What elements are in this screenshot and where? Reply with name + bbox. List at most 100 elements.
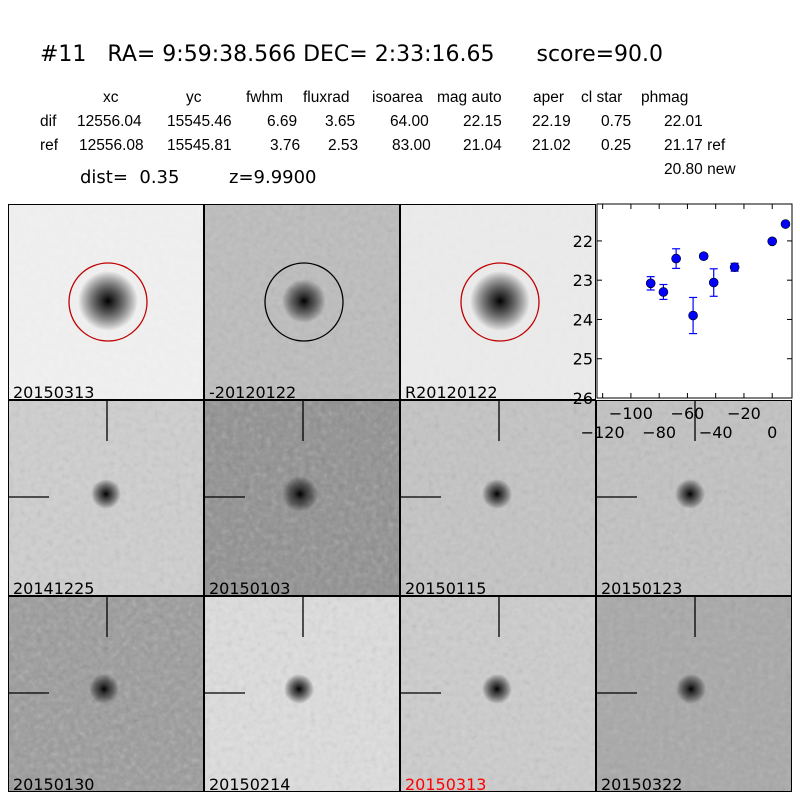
dec: DEC= 2:33:16.65 <box>303 42 495 67</box>
cutout-panel: 20150313 <box>400 596 596 792</box>
cutout-date-label: 20150313 <box>13 383 95 400</box>
cell-phmag: 22.01 <box>664 113 703 130</box>
cell-cl-star: 0.25 <box>601 137 632 154</box>
header-fwhm: fwhm <box>246 89 284 106</box>
source-blob <box>676 674 706 704</box>
candidate-id: #11 <box>40 42 87 67</box>
source-blob <box>89 674 119 704</box>
header-aper: aper <box>533 89 565 106</box>
cutout-panel: 20150130 <box>8 596 204 792</box>
cell-mag-auto: 22.15 <box>463 113 502 130</box>
cutout-image <box>9 597 203 791</box>
cutout-panel: 20150123 <box>596 400 792 596</box>
cutout-panel: R20120122 <box>400 204 596 400</box>
z-value: z=9.9900 <box>229 167 317 188</box>
y-tick-label: 26 <box>573 389 593 408</box>
cutout-image <box>205 205 399 399</box>
source-blob <box>282 476 318 512</box>
cell-fwhm: 3.76 <box>270 137 301 154</box>
cutout-image <box>9 205 203 399</box>
row-label: dif <box>40 113 57 130</box>
cell-xc: 12556.04 <box>77 113 142 130</box>
cell-fwhm: 6.69 <box>267 113 298 130</box>
x-tick-label: −80 <box>642 423 676 442</box>
cutout-date-label: 20150130 <box>13 775 95 792</box>
cutout-panel: 20150313 <box>8 204 204 400</box>
cell-fluxrad: 2.53 <box>328 137 359 154</box>
cutout-panel: 20141225 <box>8 400 204 596</box>
cutout-date-label: 20141225 <box>13 579 95 596</box>
plot-area <box>596 203 793 399</box>
row-label: ref <box>40 137 59 154</box>
data-point <box>767 236 778 247</box>
header-isoarea: isoarea <box>372 89 423 106</box>
cutout-image <box>205 401 399 595</box>
data-point <box>708 277 719 288</box>
source-blob <box>470 271 530 331</box>
cutout-date-label: R20120122 <box>405 383 498 400</box>
data-point <box>780 219 791 229</box>
score: score=90.0 <box>536 42 664 67</box>
cell-aper: 22.19 <box>532 113 571 130</box>
cell-isoarea: 83.00 <box>392 137 431 154</box>
cutout-image <box>401 205 595 399</box>
x-tick-label: −100 <box>609 404 653 423</box>
cutout-panel: 20150322 <box>596 596 792 792</box>
cutout-image <box>401 401 595 595</box>
header-xc: xc <box>103 89 119 106</box>
cutout-date-label: -20120122 <box>209 383 297 400</box>
ra: RA= 9:59:38.566 <box>107 42 297 67</box>
header-fluxrad: fluxrad <box>303 89 350 106</box>
x-tick-label: −60 <box>671 404 705 423</box>
cutout-date-label: 20150322 <box>601 775 683 792</box>
cutout-panel: -20120122 <box>204 204 400 400</box>
aperture-circle <box>460 262 540 342</box>
cutout-date-label: 20150313 <box>405 775 487 792</box>
cutout-date-label: 20150123 <box>601 579 683 596</box>
y-tick-label: 24 <box>573 310 593 329</box>
dist: dist= 0.35 <box>80 167 180 188</box>
phmag-new: 20.80 new <box>664 161 736 178</box>
cutout-panel: 20150115 <box>400 400 596 596</box>
cutout-panel: 20150103 <box>204 400 400 596</box>
y-tick-label: 23 <box>573 271 593 290</box>
cell-xc: 12556.08 <box>79 137 144 154</box>
y-tick-label: 25 <box>573 350 593 369</box>
aperture-circle <box>68 262 148 342</box>
data-point <box>698 251 709 262</box>
source-blob <box>675 479 705 509</box>
cell-phmag: 21.17 ref <box>664 137 726 154</box>
source-blob <box>482 479 512 509</box>
cell-cl-star: 0.75 <box>601 113 632 130</box>
x-tick-label: −120 <box>581 423 625 442</box>
data-point <box>658 287 669 297</box>
source-blob <box>282 279 326 323</box>
cutout-image <box>401 597 595 791</box>
cell-fluxrad: 3.65 <box>325 113 356 130</box>
header-cl-star: cl star <box>581 89 623 106</box>
x-tick-label: −20 <box>727 404 761 423</box>
source-blob <box>284 674 314 704</box>
aperture-circle <box>264 262 344 342</box>
x-tick-label: 0 <box>767 423 777 442</box>
header-yc: yc <box>186 89 202 106</box>
header-phmag: phmag <box>641 89 689 106</box>
source-blob <box>482 674 512 704</box>
cutout-date-label: 20150115 <box>405 579 487 596</box>
data-point <box>688 310 698 321</box>
header-mag-auto: mag auto <box>437 89 502 106</box>
cell-aper: 21.02 <box>532 137 571 154</box>
x-tick-label: −40 <box>699 423 733 442</box>
cutout-panel: 20150214 <box>204 596 400 792</box>
cutout-image <box>597 597 791 791</box>
y-tick-label: 22 <box>573 232 593 251</box>
cell-yc: 15545.81 <box>167 137 232 154</box>
cell-yc: 15545.46 <box>167 113 232 130</box>
cutout-image <box>597 401 791 595</box>
data-point <box>671 253 681 264</box>
cell-isoarea: 64.00 <box>390 113 429 130</box>
cutout-image <box>205 597 399 791</box>
data-point <box>645 278 656 289</box>
